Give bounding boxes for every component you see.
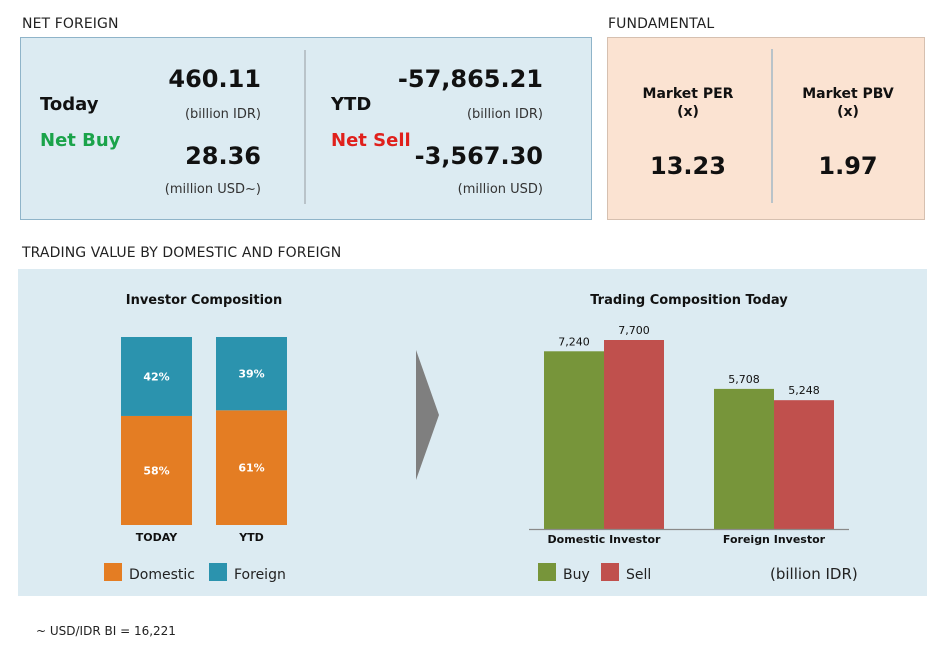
trading-panel: Investor Composition 58% 42% TODAY 61% 39% YTD… — [18, 269, 927, 596]
today-label: Today — [40, 94, 99, 115]
composition-label-domestic-ytd: 61% — [238, 462, 264, 475]
composition-bar-domestic-ytd — [216, 410, 287, 525]
fundamental-title: FUNDAMENTAL — [608, 16, 715, 32]
composition-tick-ytd: YTD — [238, 531, 264, 544]
composition-chart-title: Investor Composition — [126, 293, 283, 308]
composition-bar-foreign-today — [121, 337, 192, 416]
composition-bar-foreign-ytd — [216, 337, 287, 411]
trading-label-buy-domestic-investor: 7,240 — [558, 335, 590, 348]
ytd-unit-usd: (million USD) — [457, 182, 543, 197]
legend-label-domestic: Domestic — [129, 567, 195, 583]
trading-bar-buy-foreign-investor — [714, 388, 774, 529]
ytd-label: YTD — [331, 94, 372, 115]
legend-label-sell: Sell — [626, 567, 651, 583]
trading-bar-sell-domestic-investor — [604, 340, 664, 529]
fx-footnote: ~ USD/IDR BI = 16,221 — [36, 624, 176, 638]
fundamental-divider — [771, 49, 773, 203]
fundamental-panel: Market PER (x) 13.23 Market PBV (x) 1.97 — [607, 37, 925, 220]
trading-bar-sell-foreign-investor — [774, 400, 834, 529]
trading-label-buy-foreign-investor: 5,708 — [728, 373, 760, 386]
today-status: Net Buy — [40, 130, 121, 151]
per-value: 13.23 — [650, 152, 726, 180]
today-unit-idr: (billion IDR) — [184, 107, 261, 122]
pbv-label: Market PBV — [802, 86, 894, 102]
today-value-usd: 28.36 — [185, 142, 261, 170]
composition-label-foreign-today: 42% — [143, 370, 169, 383]
trading-unit-note: (billion IDR) — [770, 565, 858, 583]
ytd-status: Net Sell — [331, 130, 411, 151]
composition-bar-domestic-today — [121, 415, 192, 525]
pbv-unit: (x) — [837, 104, 859, 120]
ytd-value-usd: -3,567.30 — [414, 142, 543, 170]
net-foreign-title: NET FOREIGN — [22, 16, 119, 32]
legend-label-buy: Buy — [563, 567, 590, 583]
trading-tick-domestic-investor: Domestic Investor — [548, 533, 661, 546]
ytd-value-idr: -57,865.21 — [397, 65, 543, 93]
trading-bar-buy-domestic-investor — [544, 351, 604, 529]
trading-chart-title: Trading Composition Today — [590, 293, 788, 308]
per-label-block: Market PER (x) — [608, 85, 768, 121]
legend-swatch-domestic — [104, 563, 122, 581]
trading-label-sell-domestic-investor: 7,700 — [618, 324, 650, 337]
composition-label-domestic-today: 58% — [143, 464, 169, 477]
trading-label-sell-foreign-investor: 5,248 — [788, 384, 820, 397]
legend-swatch-foreign — [209, 563, 227, 581]
trading-title: TRADING VALUE BY DOMESTIC AND FOREIGN — [22, 245, 342, 261]
composition-tick-today: TODAY — [136, 531, 178, 544]
trading-charts: Investor Composition 58% 42% TODAY 61% 39% YTD… — [104, 293, 849, 583]
pbv-value: 1.97 — [818, 152, 878, 180]
pbv-label-block: Market PBV (x) — [770, 85, 926, 121]
ytd-unit-idr: (billion IDR) — [466, 107, 543, 122]
net-foreign-panel: Today Net Buy 460.11 (billion IDR) 28.36… — [20, 37, 592, 220]
per-label: Market PER — [642, 86, 734, 102]
net-foreign-divider — [304, 50, 306, 204]
composition-label-foreign-ytd: 39% — [238, 368, 264, 381]
trading-tick-foreign-investor: Foreign Investor — [723, 533, 826, 546]
per-unit: (x) — [677, 104, 699, 120]
legend-label-foreign: Foreign — [234, 567, 286, 583]
legend-swatch-buy — [538, 563, 556, 581]
today-value-idr: 460.11 — [168, 65, 261, 93]
legend-swatch-sell — [601, 563, 619, 581]
today-unit-usd: (million USD~) — [164, 182, 261, 197]
composition-arrow-icon — [416, 350, 439, 480]
